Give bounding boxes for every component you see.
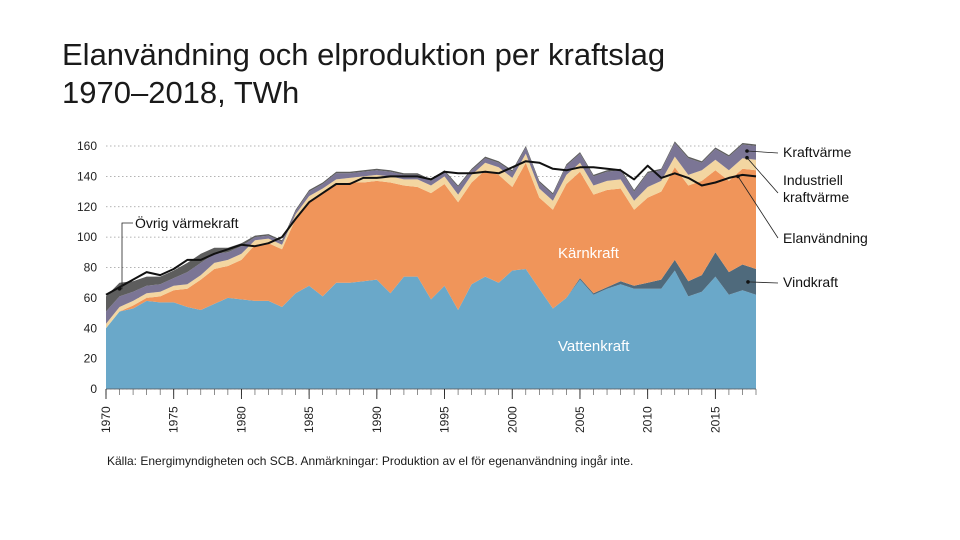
x-tick-label: 1975 [167, 406, 181, 433]
area-karnkraft [106, 162, 756, 329]
legend-label-kraftvarme: Kraftvärme [783, 144, 852, 160]
title-line-1: Elanvändning och elproduktion per krafts… [62, 37, 666, 72]
leader-elanvandning [737, 176, 779, 239]
label-vattenkraft: Vattenkraft [558, 338, 630, 355]
area-ovrig [106, 141, 756, 312]
anchor-dot-vindkraft [746, 280, 750, 284]
legend-label-vindkraft: Vindkraft [783, 274, 838, 290]
y-tick-label: 100 [77, 230, 97, 244]
x-tick-label: 1995 [438, 406, 452, 433]
y-tick-label: 80 [84, 261, 98, 275]
y-tick-label: 140 [77, 169, 97, 183]
y-tick-label: 40 [84, 321, 98, 335]
area-industriell [106, 153, 756, 329]
annotations: Kärnkraft Vattenkraft Kraftvärme Industriel… [117, 144, 868, 355]
leader-vindkraft [747, 281, 779, 284]
anchor-dot-ovrig [117, 287, 122, 291]
anchor-dot-elanvandning [736, 174, 740, 179]
x-tick-label: 1970 [99, 406, 113, 433]
line-elanvandning [105, 160, 757, 296]
x-tick-label: 2000 [505, 406, 519, 433]
anchor-dot-kraftvarme [745, 149, 749, 153]
y-tick-label: 60 [84, 291, 98, 305]
legend-label-elanvandning: Elanvändning [783, 230, 868, 246]
legend-label-industriell: Industriell kraftvärme [783, 172, 849, 205]
x-tick-label: 2015 [708, 406, 722, 433]
y-tick-label: 20 [84, 352, 98, 366]
y-tick-label: 0 [90, 382, 97, 396]
page-title: Elanvändning och elproduktion per krafts… [62, 36, 665, 112]
callout-label-ovrig: Övrig värmekraft [135, 214, 239, 231]
elanvandning-line-group [105, 160, 757, 296]
leader-industriell [746, 157, 779, 194]
x-tick-label: 1990 [370, 406, 384, 433]
area-vattenkraft [106, 269, 756, 389]
leader-ovrig [119, 222, 133, 290]
y-tick-label: 160 [77, 139, 97, 153]
area-series [106, 141, 756, 389]
area-kraftvarme [106, 143, 756, 324]
x-tick-label: 1985 [302, 406, 316, 433]
y-tick-label: 120 [77, 200, 97, 214]
x-axis: 1970 1975 1980 1985 1990 1995 2000 2005 2010 2015 [99, 388, 757, 433]
x-tick-label: 2010 [641, 406, 655, 433]
y-axis: 0 20 40 60 80 100 120 140 160 [77, 139, 97, 396]
leader-kraftvarme [746, 150, 779, 154]
title-line-2: 1970–2018, TWh [62, 74, 300, 110]
label-karnkraft: Kärnkraft [558, 245, 620, 262]
x-tick-label: 1980 [234, 406, 248, 433]
x-tick-label: 2005 [573, 406, 587, 433]
source-note: Källa: Energimyndigheten och SCB. Anmärk… [107, 454, 634, 468]
anchor-dot-industriell [745, 155, 749, 160]
